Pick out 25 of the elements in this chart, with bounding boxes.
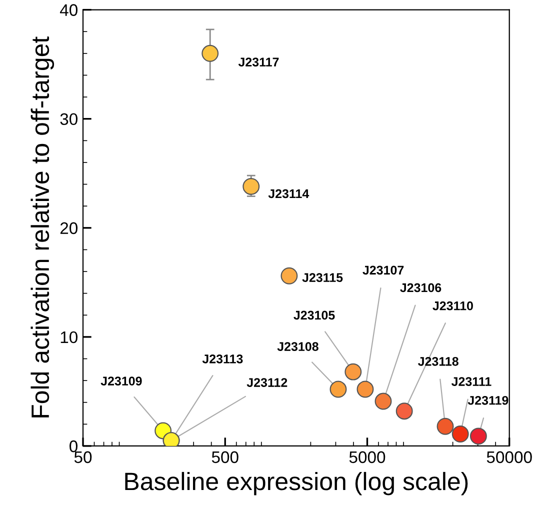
annotation: J23117 xyxy=(238,58,279,66)
annotation: J23111 xyxy=(451,377,492,386)
annotation: J23110 xyxy=(432,301,473,310)
annotation: J23106 xyxy=(400,283,442,292)
annotation: J23109 xyxy=(100,376,142,386)
y-tick-label: 40 xyxy=(60,4,78,16)
y-tick-label: 30 xyxy=(60,113,78,126)
annotation: J23119 xyxy=(468,396,508,405)
x-axis-title: Baseline expression (log scale) xyxy=(125,472,468,496)
annotation: J23114 xyxy=(268,189,310,198)
annotation: J23107 xyxy=(362,266,404,275)
annotation: J23112 xyxy=(246,378,288,387)
x-tick-label: 50000 xyxy=(486,451,532,464)
annotation: J23105 xyxy=(294,310,335,320)
y-tick-label: 0 xyxy=(70,440,78,452)
x-tick-label: 50 xyxy=(74,451,92,464)
x-tick-label: 500 xyxy=(212,451,238,464)
annotation: J23108 xyxy=(277,342,318,351)
annotation: J23115 xyxy=(302,273,343,282)
x-tick-label: 5000 xyxy=(349,451,386,464)
y-axis-title: Fold activation relative to off-target xyxy=(30,36,54,418)
annotation: J23118 xyxy=(418,356,458,366)
annotation: J23113 xyxy=(202,354,243,364)
y-tick-label: 10 xyxy=(60,331,78,344)
y-tick-label: 20 xyxy=(60,222,78,234)
